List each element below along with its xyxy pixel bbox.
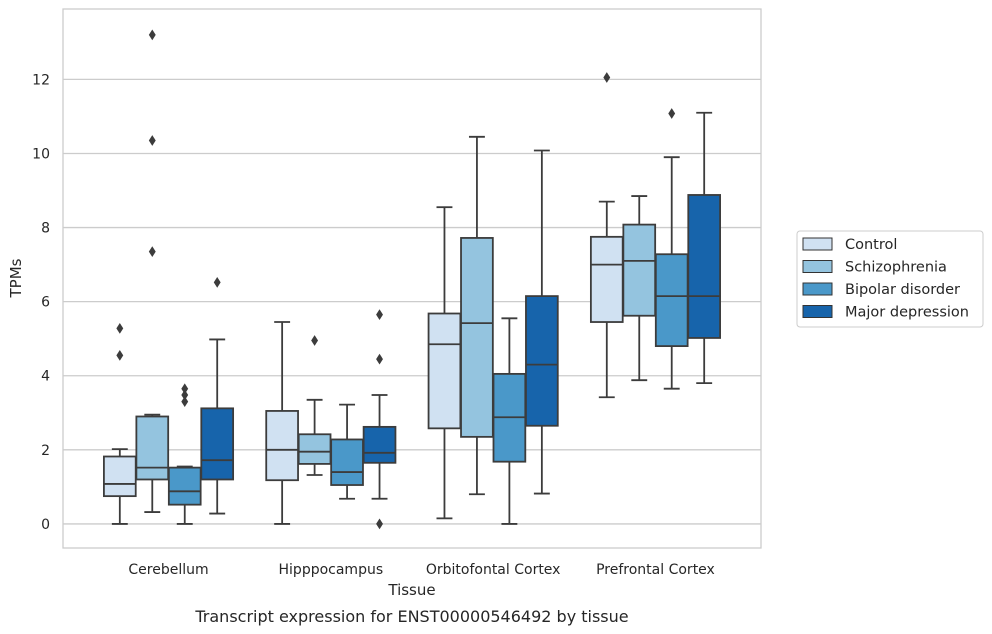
grid-lines bbox=[63, 78, 761, 525]
outlier-point bbox=[181, 396, 189, 408]
legend-label: Control bbox=[845, 237, 897, 253]
chart-caption: Transcript expression for ENST0000054649… bbox=[194, 607, 628, 626]
box-iqr bbox=[525, 295, 559, 427]
box bbox=[362, 309, 397, 530]
outlier-point bbox=[668, 108, 676, 119]
outlier-point bbox=[376, 518, 383, 530]
box bbox=[687, 111, 721, 385]
x-tick-label: Hipppocampus bbox=[279, 562, 384, 578]
plot-area-frame bbox=[62, 8, 762, 549]
box bbox=[330, 403, 364, 500]
outlier-point bbox=[213, 277, 221, 288]
outlier-point bbox=[311, 335, 319, 346]
box bbox=[460, 135, 494, 496]
legend-label: Bipolar disorder bbox=[845, 282, 960, 298]
outlier-point bbox=[148, 135, 156, 146]
outlier-point bbox=[603, 72, 611, 83]
box-iqr bbox=[103, 455, 137, 498]
box bbox=[200, 277, 235, 515]
y-tick-label: 2 bbox=[41, 443, 50, 459]
outlier-point bbox=[148, 246, 156, 258]
box-series bbox=[103, 29, 721, 530]
x-tick-label: Orbitofontal Cortex bbox=[426, 562, 561, 578]
box bbox=[103, 322, 137, 525]
outlier-point bbox=[116, 322, 124, 334]
legend-swatch bbox=[802, 305, 833, 318]
box bbox=[654, 108, 689, 390]
legend-swatch bbox=[802, 237, 833, 251]
box-iqr bbox=[135, 415, 170, 481]
y-tick-label: 10 bbox=[32, 146, 50, 162]
box-iqr bbox=[654, 253, 689, 348]
y-axis-ticks: 0 2 4 6 8 10 12 bbox=[32, 72, 50, 533]
box-iqr bbox=[687, 194, 721, 339]
box-iqr bbox=[167, 466, 202, 506]
y-tick-label: 0 bbox=[41, 517, 50, 533]
box-iqr bbox=[362, 425, 397, 464]
outlier-point bbox=[376, 353, 383, 365]
box bbox=[297, 335, 332, 476]
box-iqr bbox=[297, 433, 332, 465]
x-axis-title: Tissue bbox=[387, 581, 435, 599]
legend: Control Schizophrenia Bipolar disorder Majo… bbox=[796, 230, 984, 328]
legend-frame bbox=[796, 230, 984, 328]
box-iqr bbox=[460, 237, 494, 438]
box bbox=[135, 29, 170, 513]
outlier-point bbox=[181, 383, 189, 395]
y-axis-title: TPMs bbox=[7, 258, 25, 298]
box-iqr bbox=[330, 438, 364, 486]
box-iqr bbox=[622, 223, 657, 317]
legend-label: Major depression bbox=[845, 305, 969, 321]
box bbox=[427, 206, 462, 520]
box bbox=[622, 195, 657, 382]
outlier-point bbox=[116, 349, 124, 361]
x-tick-label: Cerebellum bbox=[128, 562, 208, 578]
legend-label: Schizophrenia bbox=[845, 260, 947, 276]
legend-swatch bbox=[802, 260, 833, 273]
box-iqr bbox=[589, 235, 624, 323]
box bbox=[525, 149, 559, 495]
x-tick-label: Prefrontal Cortex bbox=[596, 562, 715, 578]
box bbox=[265, 321, 299, 525]
box bbox=[492, 317, 527, 525]
y-tick-label: 6 bbox=[41, 295, 50, 311]
legend-swatch bbox=[802, 282, 833, 296]
y-tick-label: 8 bbox=[41, 221, 50, 237]
box-iqr bbox=[265, 410, 299, 482]
x-axis-ticks: Cerebellum Hipppocampus Orbitofontal Corte… bbox=[128, 562, 714, 578]
outlier-point bbox=[148, 29, 156, 41]
y-tick-label: 12 bbox=[32, 72, 50, 88]
box bbox=[589, 72, 624, 399]
y-tick-label: 4 bbox=[41, 369, 50, 385]
box-iqr bbox=[200, 407, 235, 481]
outlier-point bbox=[181, 389, 189, 401]
box-iqr bbox=[427, 312, 462, 430]
outlier-point bbox=[376, 309, 383, 320]
box bbox=[167, 383, 202, 525]
